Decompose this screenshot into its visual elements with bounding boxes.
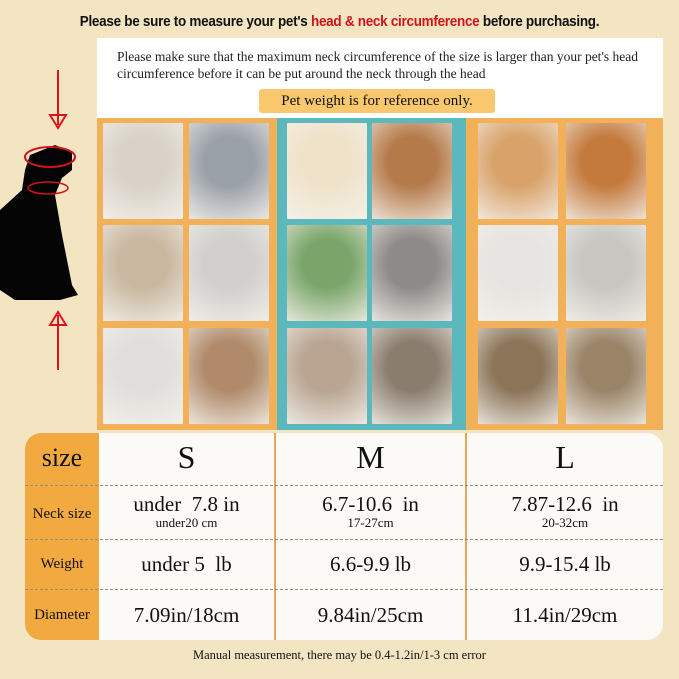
pet-photo (189, 328, 269, 424)
table-cell: under 5 lb (99, 552, 274, 576)
table-cell: under 7.8 in under20 cm (99, 492, 274, 530)
cell-main: 6.7-10.6 in (322, 492, 419, 516)
pet-photo (372, 123, 452, 219)
row-label: Neck size (32, 505, 92, 522)
arrow-down-icon (48, 70, 68, 130)
note-box: Please make sure that the maximum neck c… (97, 38, 663, 118)
table-cell: 6.6-9.9 lb (276, 552, 465, 576)
size-l: L (555, 439, 575, 475)
table-cell: 9.9-15.4 lb (467, 552, 663, 576)
pet-photo (103, 225, 183, 321)
cell-main: under 7.8 in (133, 492, 240, 516)
cell-main: 11.4in/29cm (512, 602, 618, 627)
table-cell: 9.84in/25cm (276, 603, 465, 627)
arrow-up-icon (48, 310, 68, 370)
cell-main: 7.87-12.6 in (511, 492, 619, 516)
size-s: S (177, 439, 196, 475)
pet-photo (372, 328, 452, 424)
cat-measure-illustration (0, 70, 78, 370)
size-m: M (356, 439, 385, 475)
cell-sub: 20-32cm (541, 515, 589, 530)
pet-photo (566, 225, 646, 321)
pet-photo (372, 225, 452, 321)
cat-silhouette-icon (0, 145, 78, 300)
cell-main: 9.9-15.4 lb (519, 552, 611, 576)
table-cell: 11.4in/29cm (467, 603, 663, 627)
pet-photo (566, 328, 646, 424)
pet-photo (287, 225, 367, 321)
pet-photo (478, 123, 558, 219)
note-text: Please make sure that the maximum neck c… (117, 49, 638, 81)
table-cell: 6.7-10.6 in 17-27cm (276, 492, 465, 530)
pet-photo (189, 225, 269, 321)
size-header: size (41, 443, 83, 472)
table-cell: 7.87-12.6 in 20-32cm (467, 492, 663, 530)
cell-sub: 17-27cm (347, 515, 394, 530)
pet-photo (478, 225, 558, 321)
pet-photo (103, 123, 183, 219)
headline: Please be sure to measure your pet's hea… (79, 14, 600, 30)
reference-badge: Pet weight is for reference only. (259, 89, 495, 113)
pet-photo (287, 123, 367, 219)
pet-photo (189, 123, 269, 219)
pet-photo (287, 328, 367, 424)
cell-main: 6.6-9.9 lb (329, 552, 412, 576)
size-table: size S M L Neck size under 7.8 in under20 … (25, 433, 663, 640)
cell-sub: under20 cm (155, 515, 218, 530)
table-cell: 7.09in/18cm (99, 603, 274, 627)
cell-main: 7.09in/18cm (133, 602, 240, 627)
pet-photo (478, 328, 558, 424)
cell-main: 9.84in/25cm (317, 602, 424, 627)
row-label: Weight (40, 556, 84, 572)
cell-main: under 5 lb (141, 552, 232, 576)
pet-photo (566, 123, 646, 219)
footer-note: Manual measurement, there may be 0.4-1.2… (193, 648, 486, 662)
row-label: Diameter (34, 606, 90, 623)
pet-photo (103, 328, 183, 424)
